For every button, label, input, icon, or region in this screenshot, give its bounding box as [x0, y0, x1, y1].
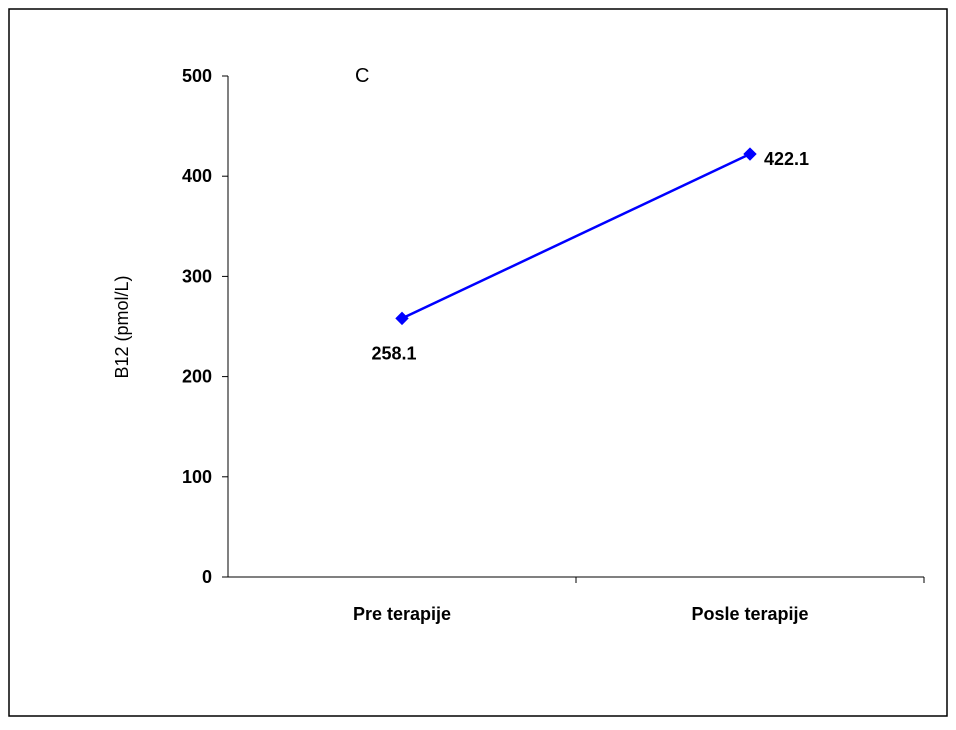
y-tick-label: 200 [182, 367, 212, 387]
data-labels: 258.1 422.1 [371, 149, 809, 363]
y-tick-label: 500 [182, 66, 212, 86]
x-category-label: Posle terapije [691, 604, 808, 624]
y-ticks: 0 100 200 300 400 500 [182, 66, 228, 587]
y-axis-title: B12 (pmol/L) [112, 275, 132, 378]
series-layer [395, 147, 757, 326]
y-tick-label: 300 [182, 266, 212, 286]
x-ticks: Pre terapije Posle terapije [353, 577, 925, 624]
data-point-marker [743, 147, 757, 161]
y-tick-label: 100 [182, 467, 212, 487]
y-tick-label: 0 [202, 567, 212, 587]
data-label: 258.1 [371, 343, 416, 363]
data-label: 422.1 [764, 149, 809, 169]
panel-label: C [355, 65, 369, 87]
series-line [401, 152, 751, 320]
y-tick-label: 400 [182, 166, 212, 186]
chart-frame [8, 8, 948, 717]
x-category-label: Pre terapije [353, 604, 451, 624]
data-point-marker [395, 311, 409, 326]
